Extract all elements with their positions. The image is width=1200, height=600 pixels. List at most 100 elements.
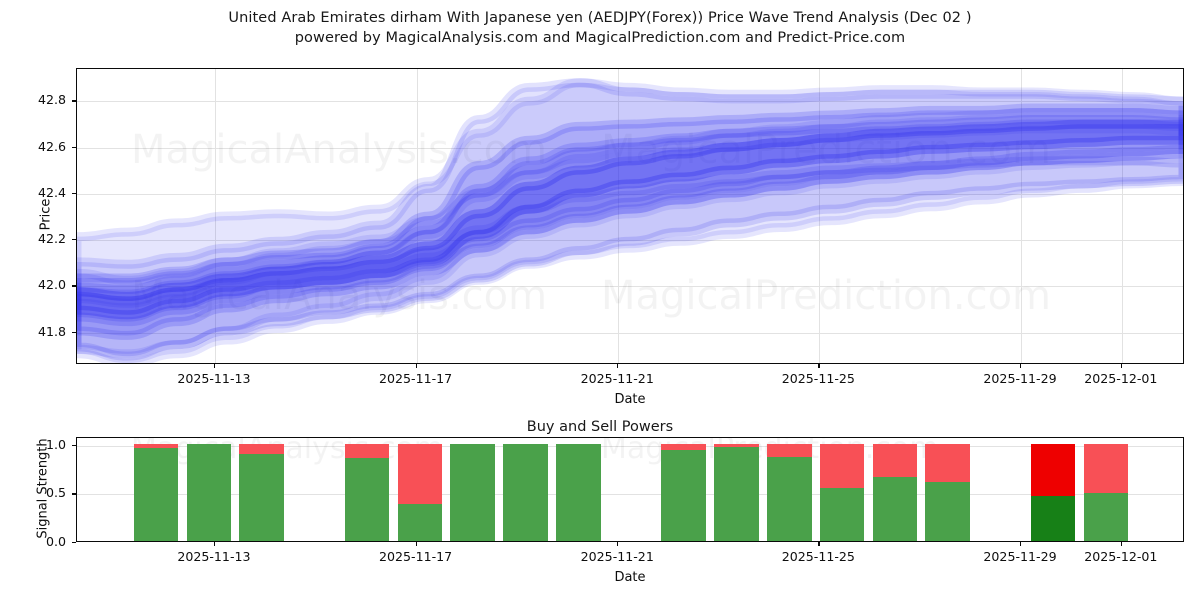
power-bar bbox=[872, 438, 918, 541]
power-y-tick-label: 0.5 bbox=[45, 485, 66, 501]
price-y-tick-mark bbox=[72, 100, 76, 102]
power-bar-sell-segment bbox=[344, 443, 390, 459]
power-bar-sell-segment bbox=[661, 443, 707, 450]
price-y-tick-label: 42.0 bbox=[37, 277, 66, 293]
power-x-tick-label: 2025-11-25 bbox=[781, 549, 855, 564]
gridline-horizontal bbox=[77, 494, 1183, 496]
gridline-horizontal bbox=[77, 193, 1183, 195]
price-y-tick-label: 41.8 bbox=[37, 323, 66, 339]
power-bar bbox=[397, 438, 443, 541]
power-y-tick-mark bbox=[72, 493, 76, 495]
gridline-horizontal bbox=[77, 332, 1183, 334]
power-x-tick-label: 2025-11-21 bbox=[580, 549, 654, 564]
power-bar-sell-segment bbox=[1083, 443, 1129, 494]
price-y-tick-mark bbox=[72, 146, 76, 148]
gridline-vertical bbox=[618, 69, 620, 363]
power-x-tick-mark bbox=[1020, 542, 1022, 546]
power-bar-sell-segment bbox=[397, 443, 443, 504]
power-bar-buy-segment bbox=[397, 503, 443, 541]
power-bar-sell-segment bbox=[872, 443, 918, 478]
power-bar-buy-segment bbox=[503, 443, 548, 541]
price-y-tick-label: 42.6 bbox=[37, 138, 66, 154]
price-x-tick-label: 2025-11-21 bbox=[580, 371, 654, 386]
power-y-tick-label: 0.0 bbox=[45, 534, 66, 549]
power-bar-sell-segment bbox=[819, 443, 865, 489]
power-bar-buy-segment bbox=[239, 454, 284, 541]
price-x-tick-mark bbox=[1020, 364, 1022, 368]
power-bar bbox=[1030, 438, 1076, 541]
power-bar-buy-segment bbox=[133, 447, 179, 541]
price-x-tick-label: 2025-11-29 bbox=[983, 371, 1057, 386]
price-y-tick-label: 42.2 bbox=[37, 231, 66, 247]
gridline-vertical bbox=[1121, 69, 1123, 363]
power-chart-x-axis-label: Date bbox=[614, 570, 646, 585]
power-bar bbox=[344, 438, 390, 541]
power-bar-sell-segment bbox=[1030, 443, 1076, 496]
price-x-tick-mark bbox=[818, 364, 820, 368]
wave-band bbox=[77, 161, 1183, 356]
power-x-tick-mark bbox=[617, 542, 619, 546]
power-bar-sell-segment bbox=[239, 443, 284, 455]
price-x-tick-label: 2025-11-13 bbox=[177, 371, 251, 386]
power-bar bbox=[766, 438, 812, 541]
wave-band bbox=[77, 83, 1183, 354]
power-bar bbox=[819, 438, 865, 541]
buy-sell-powers-plot-area: MagicalAnalysis.comMagicalPrediction.com bbox=[76, 437, 1184, 542]
wave-band bbox=[77, 120, 1183, 322]
power-chart-title: Buy and Sell Powers bbox=[526, 419, 674, 435]
power-bar bbox=[239, 438, 284, 541]
price-x-tick-label: 2025-11-25 bbox=[781, 371, 855, 386]
power-bar-buy-segment bbox=[1083, 493, 1129, 541]
price-y-tick-mark bbox=[72, 285, 76, 287]
power-x-tick-mark bbox=[415, 542, 417, 546]
power-bar bbox=[661, 438, 707, 541]
gridline-vertical bbox=[819, 69, 821, 363]
gridline-horizontal bbox=[77, 147, 1183, 149]
gridline-horizontal bbox=[77, 445, 1183, 447]
power-bar-buy-segment bbox=[450, 443, 495, 541]
price-x-tick-mark bbox=[213, 364, 216, 368]
price-y-tick-label: 42.8 bbox=[37, 92, 66, 108]
power-bar bbox=[186, 438, 232, 541]
price-wave-chart-plot-area: MagicalAnalysis.comMagicalPrediction.com… bbox=[76, 68, 1184, 364]
power-bar-buy-segment bbox=[1030, 495, 1076, 541]
power-bar-buy-segment bbox=[661, 449, 707, 541]
wave-band bbox=[77, 124, 1183, 315]
power-x-tick-label: 2025-12-01 bbox=[1084, 549, 1158, 564]
power-bar bbox=[133, 438, 179, 541]
power-bar-buy-segment bbox=[555, 443, 601, 541]
power-bar-buy-segment bbox=[344, 458, 390, 541]
price-y-tick-mark bbox=[72, 239, 76, 241]
power-x-tick-label: 2025-11-29 bbox=[983, 549, 1057, 564]
power-chart-y-axis-label: Signal Strength bbox=[35, 437, 51, 539]
power-bar bbox=[555, 438, 601, 541]
power-bar-sell-segment bbox=[714, 443, 759, 447]
power-y-tick-mark bbox=[72, 444, 76, 446]
gridline-vertical bbox=[214, 69, 216, 363]
power-x-tick-mark bbox=[818, 542, 820, 546]
gridline-horizontal bbox=[77, 286, 1183, 288]
power-bar-buy-segment bbox=[872, 477, 918, 541]
wave-band bbox=[77, 83, 1183, 301]
price-y-tick-mark bbox=[72, 192, 76, 195]
power-bar-sell-segment bbox=[133, 443, 179, 448]
power-x-tick-label: 2025-11-17 bbox=[378, 549, 453, 564]
power-bar-buy-segment bbox=[186, 443, 232, 541]
power-bar-sell-segment bbox=[925, 443, 970, 482]
price-y-tick-mark bbox=[72, 331, 76, 333]
gridline-horizontal bbox=[77, 240, 1183, 242]
power-bar-buy-segment bbox=[714, 446, 759, 541]
power-bar-sell-segment bbox=[766, 443, 812, 458]
power-x-tick-label: 2025-11-13 bbox=[177, 549, 251, 564]
power-bar-buy-segment bbox=[819, 488, 865, 541]
power-bar-buy-segment bbox=[766, 457, 812, 541]
power-bar bbox=[503, 438, 548, 541]
power-y-tick-label: 1.0 bbox=[45, 436, 66, 452]
power-bar bbox=[925, 438, 970, 541]
price-x-tick-label: 2025-12-01 bbox=[1084, 371, 1158, 386]
price-x-tick-label: 2025-11-17 bbox=[378, 371, 453, 386]
price-wave-bands bbox=[77, 69, 1183, 363]
power-bar bbox=[1083, 438, 1129, 541]
price-chart-x-axis-label: Date bbox=[614, 392, 646, 407]
figure-title-line1: United Arab Emirates dirham With Japanes… bbox=[228, 10, 972, 26]
